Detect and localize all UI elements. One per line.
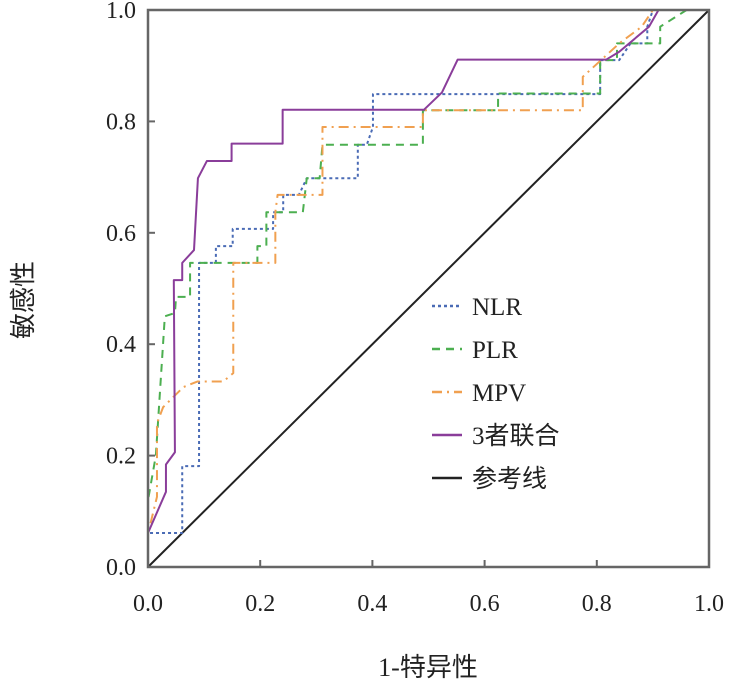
y-tick-label: 0.8 [106,109,136,135]
x-axis-label: 1-特异性 [378,653,478,682]
series-line-4 [147,9,710,568]
x-tick-label: 0.6 [470,591,500,617]
plot-frame [146,8,711,569]
x-tick-label: 0.2 [245,591,275,617]
x-tick-label: 1.0 [694,591,724,617]
ticks: 0.0 0.2 0.4 0.6 0.8 1.0 0.0 0.2 0.4 0.6 0.8 1.0 [106,0,724,617]
legend-label: 参考线 [472,465,547,493]
y-tick-label: 1.0 [106,0,136,24]
y-tick-label: 0.2 [106,444,136,470]
series-line-1 [147,9,709,567]
y-axis-label: 敏感性 [9,261,38,339]
x-tick-label: 0.8 [582,591,612,617]
x-tick-label: 0.4 [357,591,387,617]
legend-label: PLR [472,337,518,364]
curves [147,9,710,568]
legend-label: NLR [472,294,522,321]
x-tick-label: 0.0 [133,591,163,617]
series-line-3 [147,9,709,567]
y-tick-label: 0.0 [106,555,136,581]
series-line-2 [147,9,709,567]
legend-label: MPV [472,380,526,407]
legend-label: 3者联合 [472,422,560,450]
y-tick-label: 0.4 [106,332,136,358]
y-tick-label: 0.6 [106,221,136,247]
